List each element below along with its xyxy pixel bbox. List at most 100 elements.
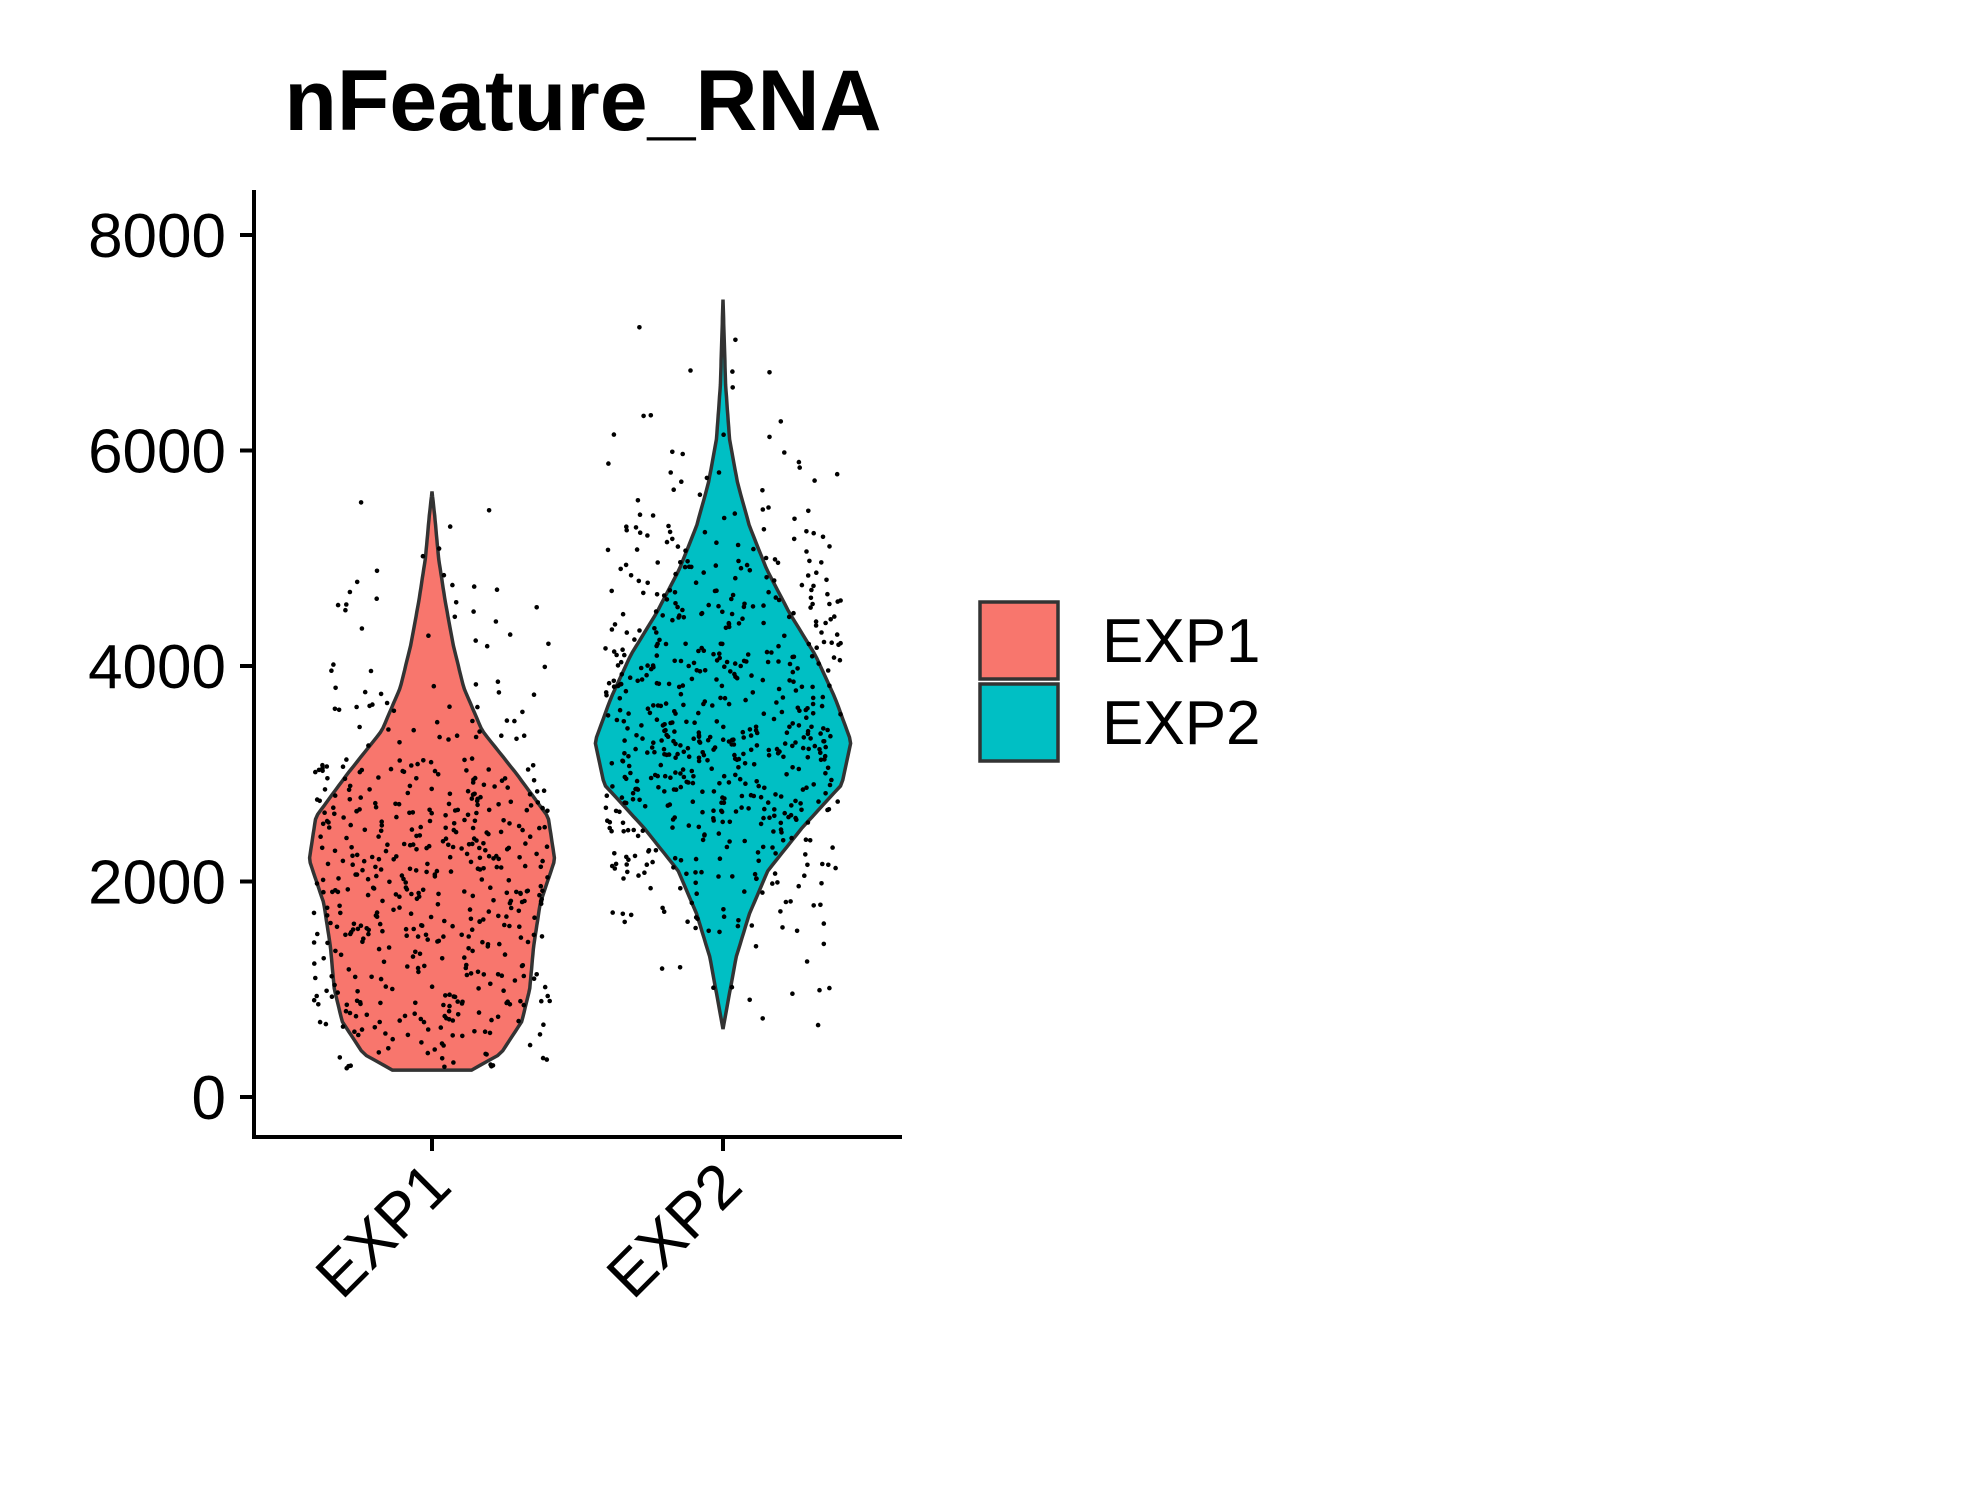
data-point (705, 758, 710, 763)
data-point (408, 911, 414, 916)
legend: EXP1 EXP2 (978, 600, 1261, 763)
data-point (790, 721, 795, 726)
data-point (426, 633, 431, 638)
data-point (726, 739, 732, 744)
data-point (746, 806, 751, 811)
data-point (432, 768, 438, 774)
y-tick-label: 4000 (88, 633, 226, 702)
data-point (673, 601, 678, 606)
data-point (538, 901, 544, 906)
data-point (832, 614, 837, 619)
data-point (541, 1022, 546, 1027)
data-point (825, 668, 831, 673)
data-point (724, 844, 730, 850)
data-point (753, 728, 759, 733)
data-point (440, 839, 446, 844)
data-point (462, 889, 467, 894)
data-point (744, 562, 750, 568)
data-point (684, 719, 689, 725)
jitter-points-exp2 (603, 325, 843, 1028)
data-point (470, 825, 476, 831)
data-point (376, 946, 382, 952)
data-point (811, 583, 816, 589)
data-point (787, 678, 792, 683)
data-point (697, 492, 703, 498)
data-point (384, 700, 390, 706)
data-point (726, 621, 732, 627)
data-point (540, 858, 545, 864)
data-point (348, 931, 353, 937)
data-point (332, 811, 337, 817)
data-point (504, 846, 510, 852)
data-point (796, 459, 802, 465)
data-point (692, 720, 697, 725)
data-point (378, 1000, 383, 1006)
data-point (718, 641, 724, 647)
data-point (373, 800, 378, 806)
data-point (414, 776, 419, 781)
data-point (729, 984, 735, 990)
data-point (733, 772, 738, 778)
data-point (374, 596, 380, 601)
data-point (609, 761, 615, 766)
data-point (817, 987, 822, 993)
data-point (733, 575, 738, 581)
data-point (784, 730, 790, 735)
data-point (397, 1018, 403, 1023)
data-point (352, 974, 358, 980)
data-point (720, 819, 725, 825)
data-point (368, 668, 374, 674)
data-point (618, 659, 624, 665)
data-point (790, 743, 795, 749)
data-point (495, 972, 501, 977)
data-point (716, 874, 721, 879)
data-point (717, 856, 723, 861)
data-point (326, 820, 331, 825)
data-point (631, 827, 636, 833)
data-point (666, 681, 672, 687)
data-point (505, 785, 511, 790)
data-point (624, 524, 629, 529)
data-point (799, 582, 805, 588)
data-point (711, 651, 716, 657)
data-point (338, 952, 344, 958)
data-point (320, 768, 325, 774)
data-point (673, 755, 678, 760)
data-point (497, 941, 502, 947)
data-point (806, 746, 811, 752)
data-point (489, 1017, 494, 1023)
data-point (441, 934, 446, 939)
data-point (429, 984, 435, 989)
data-point (732, 511, 738, 516)
data-point (658, 762, 664, 768)
data-point (514, 889, 519, 895)
data-point (830, 845, 835, 850)
data-point (416, 890, 421, 896)
data-point (648, 413, 654, 418)
data-point (544, 1057, 550, 1062)
data-point (636, 873, 641, 878)
data-point (766, 505, 771, 510)
data-point (617, 809, 622, 815)
data-point (828, 617, 833, 622)
data-point (465, 788, 471, 794)
data-point (663, 701, 669, 706)
data-point (425, 937, 431, 942)
data-point (468, 971, 474, 976)
data-point (836, 642, 841, 648)
data-point (641, 413, 646, 419)
data-point (808, 595, 814, 601)
data-point (443, 825, 449, 831)
data-point (772, 871, 778, 876)
data-point (311, 997, 317, 1003)
data-point (792, 516, 797, 522)
data-point (778, 419, 784, 424)
data-point (409, 827, 415, 832)
data-point (388, 766, 394, 772)
data-point (825, 807, 830, 813)
data-point (749, 673, 754, 678)
data-point (407, 783, 413, 789)
data-point (617, 696, 623, 701)
data-point (681, 749, 687, 755)
data-point (776, 686, 782, 692)
